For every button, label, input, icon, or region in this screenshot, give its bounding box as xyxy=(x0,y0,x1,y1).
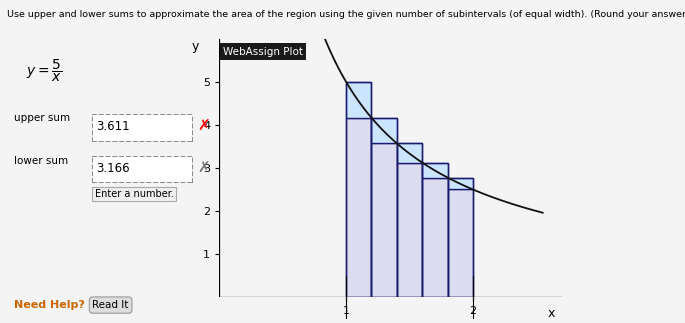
Bar xyxy=(397,143,422,297)
Text: lower sum: lower sum xyxy=(14,157,68,166)
Text: Read It: Read It xyxy=(92,300,129,310)
Text: x: x xyxy=(548,307,556,320)
Text: ✗: ✗ xyxy=(197,119,210,133)
Text: Use upper and lower sums to approximate the area of the region using the given n: Use upper and lower sums to approximate … xyxy=(7,10,685,19)
Text: ✗: ✗ xyxy=(197,161,210,176)
Text: Need Help?: Need Help? xyxy=(14,300,84,310)
Text: $y = \dfrac{5}{x}$: $y = \dfrac{5}{x}$ xyxy=(26,58,63,85)
Bar xyxy=(422,162,447,178)
Bar xyxy=(447,190,473,297)
Bar xyxy=(371,143,397,297)
Text: WebAssign Plot: WebAssign Plot xyxy=(223,47,303,57)
Bar xyxy=(346,118,371,297)
Bar xyxy=(447,178,473,190)
Bar xyxy=(397,143,422,162)
Bar xyxy=(447,178,473,297)
Bar xyxy=(371,118,397,143)
Bar xyxy=(371,118,397,297)
Text: 3.166: 3.166 xyxy=(97,162,130,175)
Bar xyxy=(346,82,371,118)
Text: 3.611: 3.611 xyxy=(97,120,130,133)
Bar xyxy=(346,82,371,297)
Text: upper sum: upper sum xyxy=(14,113,70,123)
Bar xyxy=(422,178,447,297)
Text: y: y xyxy=(192,40,199,53)
Text: Enter a number.: Enter a number. xyxy=(95,189,173,199)
Bar xyxy=(422,162,447,297)
Bar xyxy=(397,162,422,297)
